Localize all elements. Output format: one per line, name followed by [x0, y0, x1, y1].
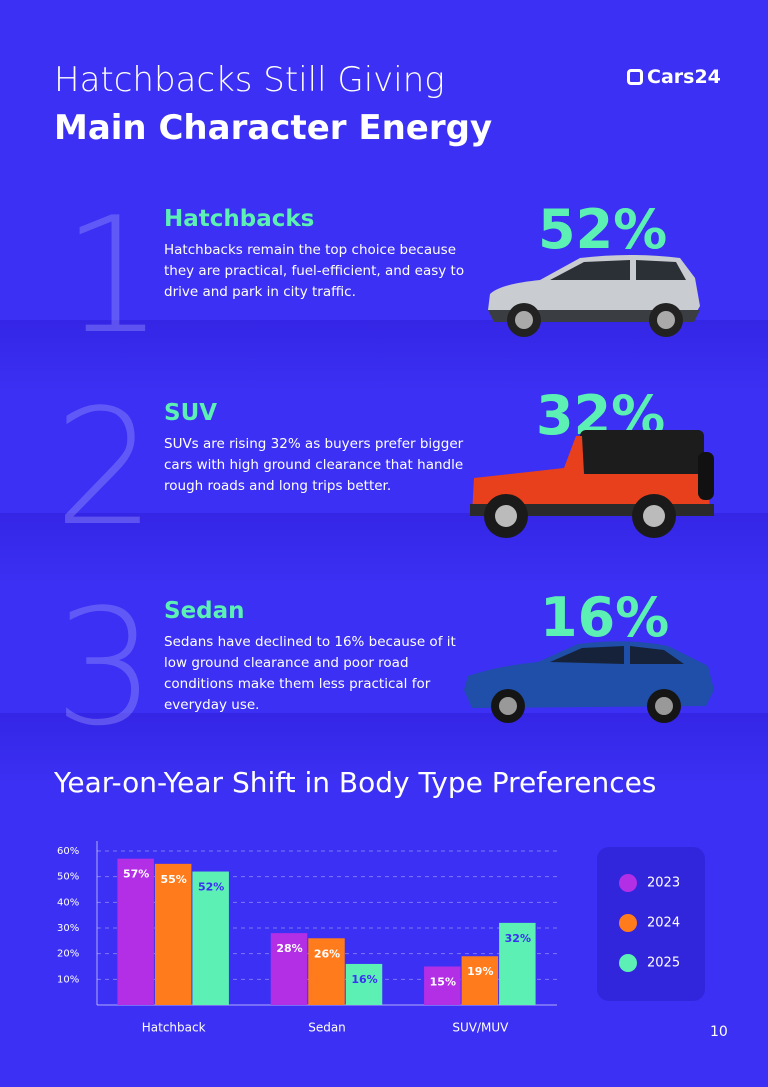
legend-label: 2025: [647, 956, 680, 971]
x-tick-label: Hatchback: [142, 1021, 206, 1035]
item-percent: 52%: [538, 198, 668, 261]
bar: [117, 858, 154, 1005]
chart-title: Year-on-Year Shift in Body Type Preferen…: [54, 766, 657, 799]
logo: Cars24: [627, 66, 721, 88]
legend-marker: [619, 954, 637, 972]
item-number: 1: [62, 182, 164, 369]
car-sedan: [464, 641, 714, 723]
value-label: 26%: [314, 947, 340, 960]
item-desc: Hatchbacks remain the top choice because…: [164, 242, 465, 300]
item-title: SUV: [164, 400, 218, 426]
bar: [461, 956, 499, 1005]
value-label: 52%: [198, 881, 224, 894]
y-tick-label: 50%: [57, 872, 79, 883]
x-tick-label: Sedan: [308, 1021, 346, 1035]
value-label: 15%: [430, 976, 456, 989]
title-line: Main Character Energy: [54, 108, 493, 148]
bar: [154, 863, 192, 1005]
value-label: 55%: [160, 873, 186, 886]
legend-marker: [619, 874, 637, 892]
value-label: 19%: [467, 965, 493, 978]
legend-label: 2023: [647, 876, 680, 891]
bar: [270, 933, 308, 1005]
y-tick-label: 60%: [57, 846, 79, 857]
bar: [345, 963, 383, 1005]
item-percent: 16%: [540, 586, 670, 649]
item-title: Hatchbacks: [164, 206, 315, 232]
x-tick-label: SUV/MUV: [452, 1021, 509, 1035]
item-title: Sedan: [164, 598, 245, 624]
value-label: 16%: [351, 973, 377, 986]
bar: [499, 922, 536, 1005]
value-label: 32%: [505, 932, 531, 945]
bar: [192, 871, 229, 1005]
legend-marker: [619, 914, 637, 932]
band: [0, 713, 768, 783]
y-tick-label: 10%: [57, 974, 79, 985]
chart: 10% 20% 30% 40% 50% 60% Hatchback 57% 55% 52% Seda…: [57, 841, 705, 1035]
legend-label: 2024: [647, 916, 680, 931]
item-number: 3: [54, 574, 156, 761]
logo-text: Cars24: [647, 66, 721, 88]
item-number: 2: [54, 374, 156, 561]
item-desc: SUVs are rising 32% as buyers prefer big…: [164, 436, 464, 494]
band: [0, 320, 768, 390]
bar: [308, 938, 345, 1005]
value-label: 28%: [276, 942, 302, 955]
y-tick-label: 20%: [57, 949, 79, 960]
item-desc: Sedans have declined to 16% because of i…: [164, 634, 456, 713]
car-hatchback: [488, 255, 700, 337]
value-label: 57%: [123, 868, 149, 881]
bar: [424, 966, 461, 1005]
y-tick-label: 40%: [57, 897, 79, 908]
y-tick-label: 30%: [57, 923, 79, 934]
page-number: 10: [710, 1024, 728, 1040]
title-line: Hatchbacks Still Giving: [54, 60, 445, 100]
car-suv: [470, 430, 714, 538]
